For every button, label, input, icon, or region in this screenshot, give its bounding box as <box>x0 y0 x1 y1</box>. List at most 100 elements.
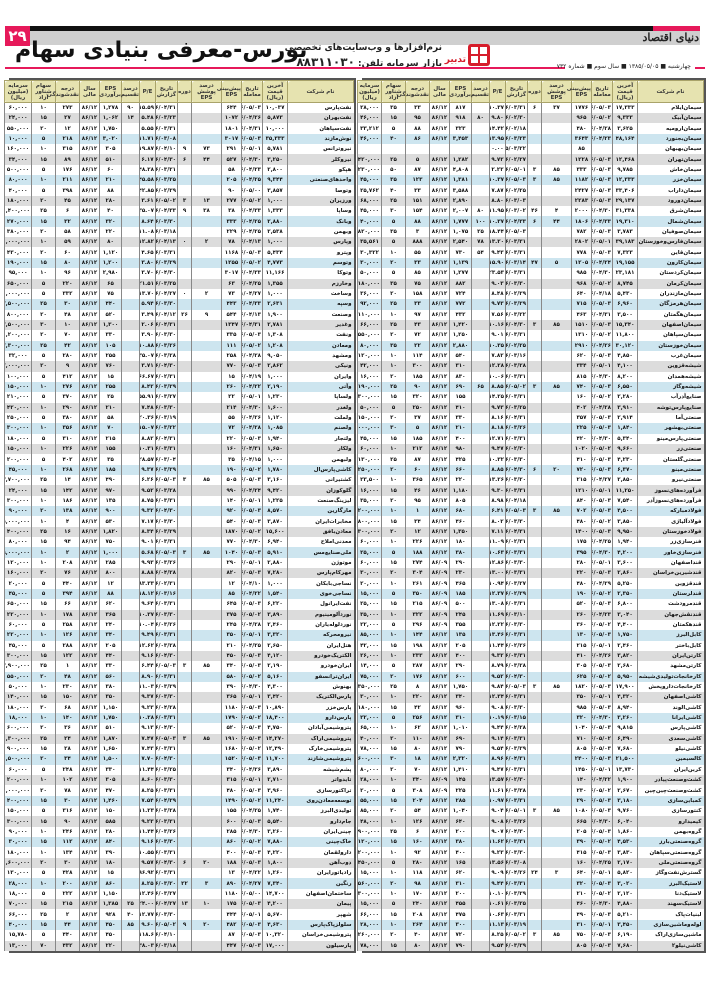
cell-report-date: ۸۶/۰۳/۳۱ <box>155 495 178 507</box>
cell-last-price: ۲۹,۱۳۷ <box>612 195 638 207</box>
cell-last-price <box>612 144 638 155</box>
cell-capital: ۱۸۰,۰۰۰ <box>357 702 382 713</box>
cell-eps-estimate: ۳۶۵ <box>99 609 122 620</box>
cell-eps-coverage-pct <box>541 630 572 641</box>
cell-free-float: ۳۰ <box>381 754 406 765</box>
cell-eps-estimate: ۲۸۵ <box>449 795 472 807</box>
cell-pe-ratio: ۸.۱۸ <box>489 423 506 434</box>
ad-phone: ۸۸۳۱۱۰۳۰ <box>296 55 355 69</box>
table-row: هتل‌ایران۲,۶۵۰۸۶/۰۴/۲۵۲۱۰۸۶/۰۳/۲۸۱۲.۶۲۲۰… <box>4 640 354 651</box>
cell-report-date: ۸۶/۰۵/۰۳ <box>155 475 178 486</box>
cell-fiscal-year: ۸۶/۱۲ <box>79 371 100 382</box>
cell-liquidity-rank: ۸۸۸ <box>405 237 430 248</box>
cell-liquidity-rank: ۹۸ <box>405 878 430 889</box>
cell-eps-forecast: ۲۲۰ <box>571 568 592 579</box>
cell-company-name: رادیاتور‌ایران <box>287 868 354 879</box>
cell-period <box>177 681 192 693</box>
cell-capital: ۱۵۰,۰۰۰ <box>4 444 32 455</box>
cell-trade-date: ۸۶/۰۵/۰۳ <box>591 568 613 579</box>
cell-eps-forecast: ۲۴۵ <box>221 619 242 631</box>
cell-eps-forecast: ۲۹۱ <box>221 144 242 155</box>
table-row: نیروکلر۳,۲۵۰۸۶/۰۴/۳۰۵۲۷۴۴۶۸۶/۰۴/۳۰۶.۱۷۵۱… <box>4 154 354 165</box>
table-row: کالسیمین۲۱,۵۰۰۸۶/۰۵/۰۳۲۴۰۰۸۶/۰۴/۳۱۸.۹۶۲,… <box>357 754 704 765</box>
cell-pe-ratio: ۱۳.۵۶ <box>489 857 506 869</box>
table-row: کاشی‌اصفهان۴,۳۲۰۸۶/۰۵/۰۱۳۵۰۸۶/۰۳/۳۱۱۲.۳۴… <box>357 692 704 703</box>
cell-pe-ratio: ۸.۳۴ <box>139 526 156 538</box>
cell-dividend-pct <box>471 195 490 207</box>
table-row: سیمان‌قاین۷,۳۲۳۸۶/۰۵/۰۳۷۷۸۸۶/۰۳/۳۱۹.۴۳۵۴… <box>357 247 704 258</box>
cell-capital: ۲۸,۰۰۰ <box>357 775 382 786</box>
cell-pe-ratio: ۱۰.۶۳ <box>489 909 506 920</box>
cell-fiscal-year: ۸۶/۱۲ <box>429 381 450 393</box>
cell-company-name: سیمان‌فارس‌وخوزستان <box>637 237 704 248</box>
cell-dividend-pct: ۵۴ <box>471 247 490 258</box>
cell-eps-coverage-pct: ۸۵ <box>191 733 222 744</box>
cell-capital: ۴۲۰,۰۰۰ <box>4 402 32 413</box>
cell-eps-coverage-pct <box>191 299 222 310</box>
cell-report-date: ۸۶/۰۳/۳۱ <box>505 878 528 889</box>
cell-period <box>527 237 542 248</box>
cell-dividend-pct <box>471 630 490 641</box>
cell-last-price: ۱۱,۲۴۰ <box>262 795 288 807</box>
cell-fiscal-year: ۸۶/۱۲ <box>79 723 100 734</box>
cell-pe-ratio: ۸.۲۵ <box>139 785 156 796</box>
cell-liquidity-rank: ۱۸۵ <box>405 371 430 382</box>
table-row: کابل‌باختر۲,۴۶۰۸۶/۰۵/۰۱۲۱۵۸۶/۰۲/۲۶۱۱.۴۴۲… <box>357 640 704 651</box>
cell-eps-forecast: ۳۲۰ <box>571 712 592 724</box>
cell-last-price: ۱,۲۶۰ <box>262 868 288 879</box>
cell-company-name: سیمان‌کارون <box>637 257 704 269</box>
table-row: کشت‌وصنعت‌پیاذر۱,۹۰۰۸۶/۰۴/۲۲۱۴۰۸۶/۰۲/۳۰۱… <box>357 775 704 786</box>
cell-pe-ratio: ۷.۴۳ <box>139 743 156 755</box>
cell-dividend-pct <box>471 681 490 693</box>
cell-company-name: سیمان‌کرمان <box>637 278 704 289</box>
cell-pe-ratio: ۲.۰۶ <box>139 319 156 331</box>
cell-period <box>527 733 542 744</box>
cell-eps-forecast: ۱۷۹۰ <box>221 712 242 724</box>
cell-free-float: ۲۰ <box>381 288 406 300</box>
cell-period: ۳ <box>527 506 542 517</box>
cell-dividend-pct <box>471 102 490 113</box>
cell-eps-forecast: ۲۲۵ <box>571 423 592 434</box>
cell-eps-coverage-pct <box>191 868 222 879</box>
cell-eps-coverage-pct <box>191 826 222 838</box>
cell-fiscal-year: ۸۶/۱۲ <box>79 102 100 113</box>
cell-eps-estimate: ۱,۷۵۰ <box>99 712 122 724</box>
cell-eps-forecast: ۵۸۰ <box>221 671 242 682</box>
cell-eps-forecast: ۱۲۰۵ <box>571 257 592 269</box>
cell-dividend-pct <box>471 454 490 465</box>
cell-capital: ۱,۰۰۰,۰۰۰ <box>4 785 32 796</box>
cell-eps-estimate: ۶۵ <box>99 278 122 289</box>
cell-period <box>177 806 192 817</box>
cell-trade-date: ۸۶/۰۵/۰۲ <box>591 588 613 600</box>
cell-liquidity-rank: ۲۵۶ <box>405 712 430 724</box>
cell-eps-coverage-pct: ۵ <box>541 257 572 269</box>
cell-dividend-pct <box>471 619 490 631</box>
cell-report-date: ۸۶/۰۲/۲۵ <box>505 340 528 351</box>
cell-free-float: ۵ <box>381 123 406 134</box>
advertisement: تدبیر نرم‌افزارها و وب‌سایت‌های تخصصی با… <box>270 42 490 69</box>
cell-trade-date: ۸۶/۰۴/۳۰ <box>591 899 613 910</box>
cell-eps-forecast: ۴۰۲ <box>571 402 592 413</box>
cell-eps-estimate: ۱۵۵ <box>99 444 122 455</box>
cell-company-name: چینی‌ایران <box>287 826 354 838</box>
cell-report-date: ۸۶/۰۳/۲۵ <box>155 278 178 289</box>
cell-eps-forecast: ۶۰۰ <box>221 816 242 827</box>
cell-trade-date: ۸۶/۰۵/۰۳ <box>591 723 613 734</box>
cell-capital: ۲۸,۰۰۰ <box>357 919 382 931</box>
cell-free-float: ۳۵ <box>381 175 406 186</box>
cell-free-float: ۵ <box>31 288 56 300</box>
cell-eps-estimate: ۳۳۰ <box>99 661 122 672</box>
cell-fiscal-year: ۸۶/۱۲ <box>79 557 100 569</box>
cell-eps-forecast: ۲۲۰ <box>221 433 242 444</box>
cell-pe-ratio: ۱۳.۰۸ <box>489 599 506 610</box>
cell-eps-forecast: ۴۶۳ <box>571 309 592 320</box>
cell-free-float: ۱۰ <box>31 826 56 838</box>
cell-fiscal-year: ۸۶/۱۲ <box>79 568 100 579</box>
cell-free-float: ۲۵ <box>381 681 406 693</box>
dateline: چهارشنبه ■ ۱۳۸۵/۰۵/۰۵ ■ سال سوم ■ شماره … <box>556 63 691 70</box>
cell-eps-coverage-pct: ۷۳ <box>191 144 222 155</box>
cell-company-name: سیمان‌اصفهان <box>637 319 704 331</box>
cell-capital: ۴۸,۰۰۰ <box>357 816 382 827</box>
cell-eps-coverage-pct <box>191 743 222 755</box>
cell-eps-forecast: ۱۴۹۰ <box>221 795 242 807</box>
